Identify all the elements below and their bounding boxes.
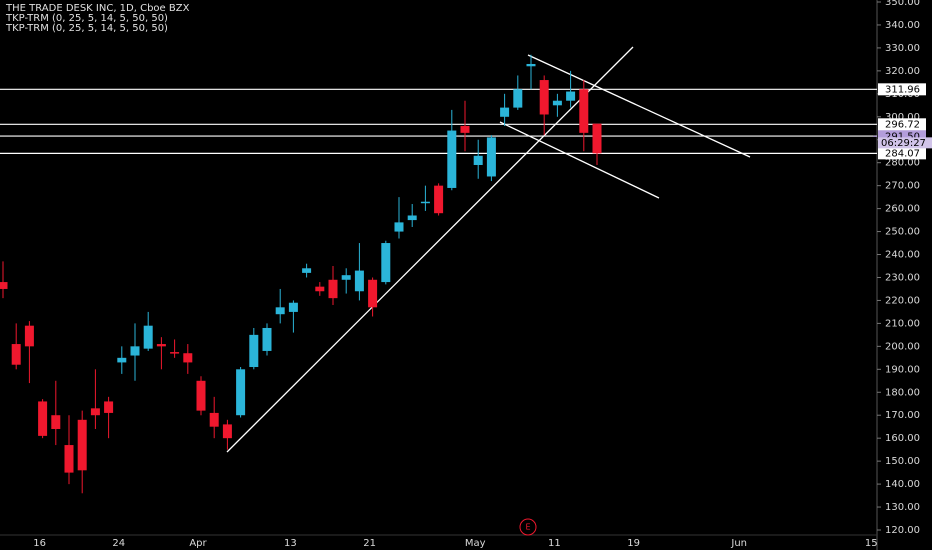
y-tick-label: 230.00 <box>885 272 920 283</box>
x-tick-label: 21 <box>363 538 376 549</box>
candle-body <box>183 353 193 363</box>
x-tick-label: May <box>465 538 486 549</box>
candle-body <box>117 357 127 363</box>
y-tick-label: 350.00 <box>885 0 920 8</box>
candle-body <box>315 286 325 292</box>
candle-body <box>447 130 457 188</box>
candle-body <box>24 325 34 347</box>
candle-body <box>566 91 576 101</box>
chart-title: THE TRADE DESK INC, 1D, Cboe BZX <box>5 3 190 14</box>
candle-body <box>209 412 219 427</box>
candle-body <box>143 325 153 349</box>
candle-body <box>473 155 483 165</box>
candle-body <box>249 334 259 368</box>
x-tick-label: 15 <box>865 538 878 549</box>
candle-body <box>368 279 378 308</box>
candle-body <box>500 107 510 117</box>
candle-body <box>104 401 114 413</box>
y-tick-label: 190.00 <box>885 364 920 375</box>
x-tick-label: 13 <box>284 538 297 549</box>
y-tick-label: 210.00 <box>885 318 920 329</box>
candle-body <box>486 137 496 177</box>
candle-body <box>130 346 140 356</box>
price-label: 296.72 <box>885 119 920 130</box>
trend-line <box>226 46 634 453</box>
y-tick-label: 320.00 <box>885 66 920 77</box>
candle-body <box>77 419 87 471</box>
candle-body <box>196 380 206 411</box>
price-label: 291.50 <box>885 131 920 142</box>
x-tick-label: 24 <box>112 538 125 549</box>
price-label: 284.07 <box>885 148 920 159</box>
trend-lines <box>226 46 751 453</box>
candle-body <box>526 63 536 67</box>
candle-body <box>64 445 74 473</box>
y-tick-label: 130.00 <box>885 502 920 513</box>
candle-body <box>513 89 523 108</box>
price-label-box <box>878 83 926 96</box>
x-tick-label: 16 <box>33 538 46 549</box>
trend-line <box>527 54 751 158</box>
candle-body <box>11 344 21 365</box>
y-tick-label: 220.00 <box>885 295 920 306</box>
y-tick-label: 240.00 <box>885 250 920 261</box>
price-label: 311.96 <box>885 84 920 95</box>
candle-body <box>552 100 562 106</box>
price-label-box <box>878 147 926 160</box>
y-tick-label: 160.00 <box>885 433 920 444</box>
candle-body <box>381 243 391 283</box>
candle-body <box>394 222 404 232</box>
y-tick-label: 180.00 <box>885 387 920 398</box>
price-label-box <box>878 118 926 131</box>
candle-body <box>222 424 232 439</box>
y-tick-label: 150.00 <box>885 456 920 467</box>
candle-body <box>579 89 589 133</box>
trend-line <box>499 121 660 199</box>
candle-body <box>51 415 61 429</box>
y-tick-label: 170.00 <box>885 410 920 421</box>
y-tick-label: 120.00 <box>885 525 920 536</box>
y-tick-label: 280.00 <box>885 158 920 169</box>
x-tick-label: 11 <box>548 538 561 549</box>
candle-body <box>328 279 338 299</box>
countdown: 06:29:27 <box>881 138 926 149</box>
candle-body <box>275 307 285 315</box>
earnings-marker[interactable]: E <box>525 523 530 532</box>
y-tick-label: 140.00 <box>885 479 920 490</box>
candle-body <box>156 344 166 347</box>
candle-body <box>262 327 272 351</box>
candle-body <box>302 268 312 273</box>
y-tick-label: 330.00 <box>885 43 920 54</box>
candle-body <box>354 270 364 292</box>
candle-body <box>539 80 549 115</box>
candle-body <box>592 123 602 154</box>
earnings-badge[interactable] <box>519 518 537 536</box>
candle-body <box>460 125 470 133</box>
candle-body <box>170 352 180 354</box>
x-tick-label: 19 <box>627 538 640 549</box>
indicator-label: TKP-TRM (0, 25, 5, 14, 5, 50, 50) <box>5 13 168 24</box>
y-tick-label: 270.00 <box>885 181 920 192</box>
x-tick-label: Jun <box>730 538 747 549</box>
indicator-label: TKP-TRM (0, 25, 5, 14, 5, 50, 50) <box>5 23 168 34</box>
candle-body <box>236 369 246 416</box>
countdown-box <box>878 137 932 149</box>
candle-body <box>434 185 444 214</box>
y-tick-label: 250.00 <box>885 227 920 238</box>
candle-body <box>288 302 298 312</box>
candle-body <box>38 401 48 436</box>
y-tick-label: 260.00 <box>885 204 920 215</box>
y-tick-label: 340.00 <box>885 20 920 31</box>
y-tick-label: 200.00 <box>885 341 920 352</box>
x-tick-label: Apr <box>189 538 207 549</box>
candle-body <box>341 275 351 280</box>
candle-body <box>0 282 8 289</box>
candle-body <box>407 215 417 221</box>
candle-body <box>420 201 430 204</box>
candle-body <box>90 408 100 416</box>
y-tick-label: 300.00 <box>885 112 920 123</box>
